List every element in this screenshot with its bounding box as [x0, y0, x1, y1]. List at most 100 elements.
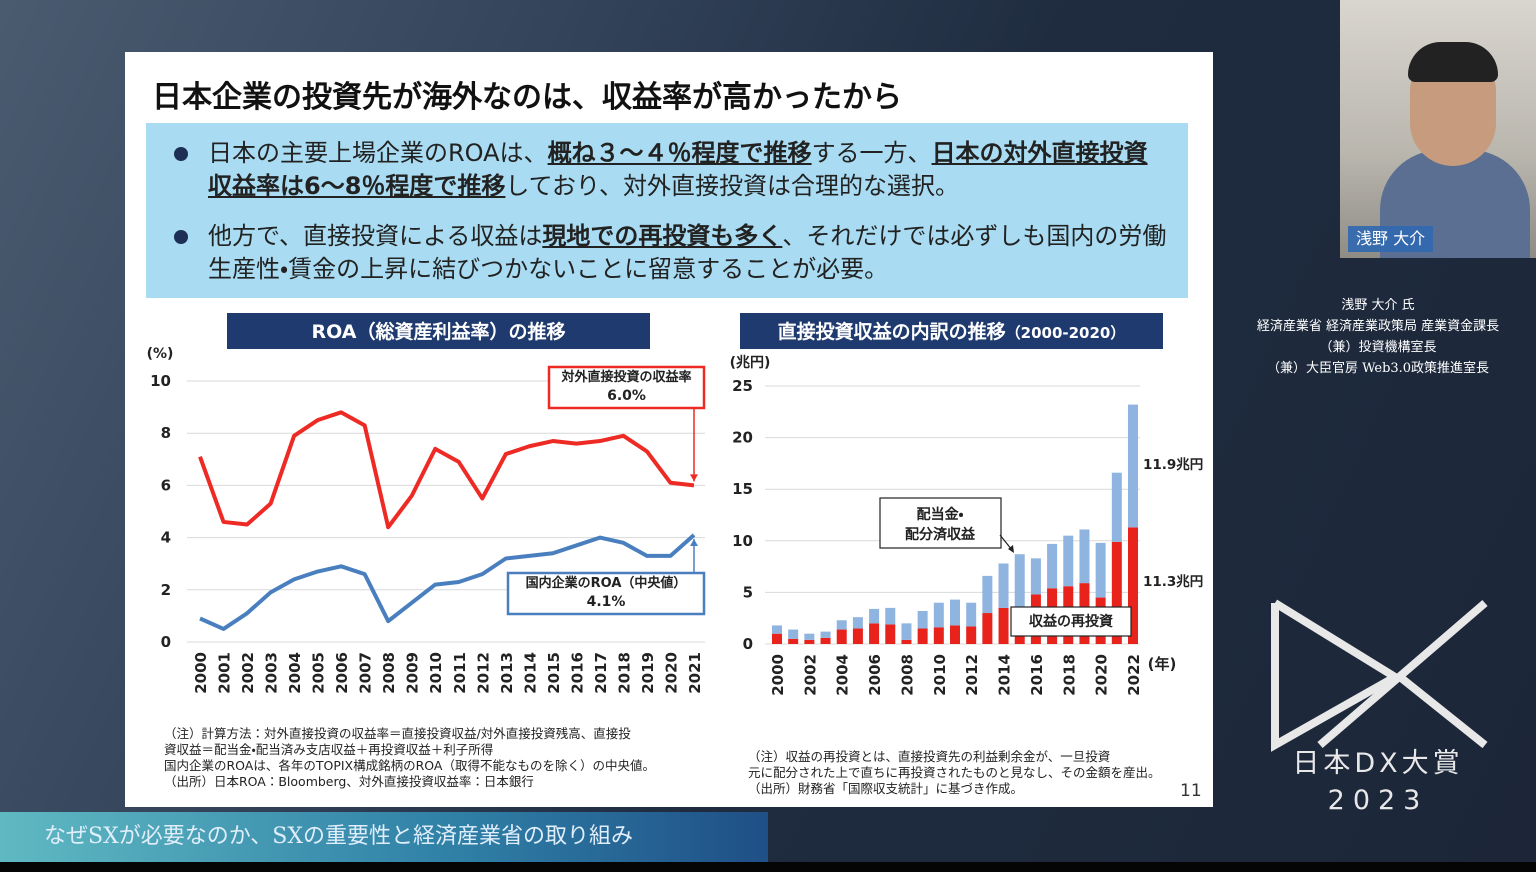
- bar: [1079, 529, 1090, 584]
- bar: [1030, 558, 1041, 595]
- annotation: 11.9兆円: [1143, 457, 1203, 473]
- legend-box: [547, 365, 706, 410]
- logo-x: [1397, 673, 1488, 749]
- x-tick-label: 2000: [769, 654, 787, 696]
- x-tick-label: 2004: [286, 652, 304, 694]
- note-line: 元に配分された上で直ちに再投資されたものと見なし、その金額を産出。: [748, 765, 1161, 780]
- bar: [788, 638, 799, 644]
- note-line: 国内企業のROAは、各年のTOPIX構成銘柄のROA（取得不能なものを除く）の中…: [164, 758, 655, 773]
- x-tick-label: 2011: [451, 652, 469, 694]
- x-tick-label: 2007: [357, 652, 375, 694]
- y-tick-label: 6: [161, 476, 171, 494]
- bar: [1095, 542, 1106, 598]
- legend-box: [879, 497, 1002, 549]
- x-tick-label: 2001: [216, 652, 234, 694]
- bar: [804, 639, 815, 644]
- legend-label: 対外直接投資の収益率: [560, 369, 691, 385]
- chart-title: 直接投資収益の内訳の推移（2000-2020）: [778, 320, 1126, 343]
- x-tick-label: 2010: [931, 654, 949, 696]
- x-tick-label: 2016: [1028, 654, 1046, 696]
- speaker-video: 浅野 大介: [1340, 0, 1536, 258]
- bar: [869, 608, 880, 624]
- legend-box: [1010, 606, 1132, 637]
- x-tick-label: 2012: [963, 654, 981, 696]
- note-line: （出所）日本ROA：Bloomberg、対外直接投資収益率：日本銀行: [164, 774, 534, 789]
- legend-label: 収益の再投資: [1029, 613, 1113, 630]
- y-tick-label: 2: [161, 581, 171, 599]
- bullet-text: しており、対外直接投資は合理的な選択。: [505, 172, 960, 200]
- note-line: （注）収益の再投資とは、直接投資先の利益剰余金が、一旦投資: [748, 749, 1111, 764]
- bar: [950, 625, 960, 644]
- bar: [885, 624, 896, 644]
- bar: [885, 607, 896, 625]
- x-axis-label: (年): [1148, 655, 1177, 673]
- bullet: 他方で、直接投資による収益は現地での再投資も多く、それだけでは必ずしも国内の労働…: [174, 220, 1168, 286]
- bar: [1111, 541, 1122, 644]
- x-tick-label: 2020: [662, 652, 680, 694]
- annotation: 6.0%: [607, 388, 646, 404]
- x-tick-label: 2014: [521, 652, 539, 694]
- logo-name: 日本DX大賞: [1292, 748, 1463, 779]
- page-number: 11: [1180, 781, 1202, 801]
- x-tick-label: 2014: [996, 654, 1014, 696]
- x-tick-label: 2009: [404, 652, 422, 694]
- annotation: 11.3兆円: [1143, 574, 1203, 590]
- x-tick-label: 2003: [263, 652, 281, 694]
- bar: [772, 625, 782, 634]
- x-tick-label: 2017: [592, 652, 610, 694]
- x-tick-label: 2000: [192, 652, 210, 694]
- text-line: 配当金・: [917, 506, 964, 523]
- bar: [1128, 527, 1138, 644]
- bar: [820, 631, 831, 638]
- x-tick-label: 2008: [380, 652, 398, 694]
- x-tick-label: 2002: [239, 652, 257, 694]
- bar: [982, 613, 993, 644]
- arrow-head: [690, 538, 698, 546]
- caption: なぜSXが必要なのか、SXの重要性と経済産業省の取り組み: [0, 812, 768, 862]
- bullet-box: 日本の主要上場企業のROAは、概ね３～４％程度で推移する一方、日本の対外直接投資…: [146, 123, 1188, 298]
- x-tick-label: 2013: [498, 652, 516, 694]
- x-tick-label: 2010: [427, 652, 445, 694]
- y-tick-label: 10: [150, 372, 171, 390]
- arrow-head: [690, 474, 698, 482]
- x-tick-label: 2021: [686, 652, 704, 694]
- bullet-emphasis: 概ね３～４％程度で推移: [547, 139, 812, 167]
- bar: [901, 623, 912, 640]
- bullet-text: 日本の主要上場企業のROAは、: [208, 139, 548, 167]
- bar: [788, 629, 799, 639]
- y-tick-label: 20: [732, 429, 753, 447]
- line: [199, 533, 696, 631]
- bar: [869, 623, 880, 644]
- chart-title-text: 直接投資収益の内訳の推移: [778, 320, 1006, 343]
- bar: [852, 617, 863, 629]
- bar: [917, 610, 928, 629]
- x-tick-label: 2004: [834, 654, 852, 696]
- chart-title: ROA（総資産利益率）の推移: [312, 320, 566, 343]
- bottom-bar: [0, 862, 1536, 872]
- line: [198, 410, 695, 530]
- x-tick-label: 2015: [545, 652, 563, 694]
- y-tick-label: 0: [161, 633, 171, 651]
- bullet-emphasis: 現地での再投資も多く: [542, 222, 783, 250]
- bar: [966, 602, 977, 627]
- note-line: 資収益＝配当金・配当済み支店収益＋再投資収益＋利子所得: [164, 742, 494, 757]
- bullet-emphasis: 日本の対外直接投資収益率は6～8％程度で推移: [208, 139, 1148, 200]
- text-line: 配分済収益: [905, 526, 976, 543]
- y-tick-label: 5: [743, 583, 753, 601]
- x-tick-label: 2018: [1060, 654, 1078, 696]
- speaker-name: 浅野 大介 氏: [1341, 298, 1415, 313]
- x-tick-label: 2002: [801, 654, 819, 696]
- y-tick-label: 0: [743, 635, 753, 653]
- chart-title-text: ROA（総資産利益率）の推移: [312, 320, 566, 343]
- legend-label: 配当金・配分済収益: [905, 506, 976, 543]
- note-line: （出所）財務省「国際収支統計」に基づき作成。: [748, 781, 1024, 796]
- video-label: 浅野 大介: [1348, 226, 1434, 252]
- bullet-text: 、それだけでは必ずしも国内の労働生産性・賃金の上昇に結びつかないことに留意するこ…: [208, 222, 1167, 283]
- note-right: （注）収益の再投資とは、直接投資先の利益剰余金が、一旦投資 元に配分された上で直…: [748, 749, 1161, 797]
- chart-header: [227, 313, 650, 349]
- speaker-title: （兼）大臣官房 Web3.0政策推進室長: [1266, 361, 1490, 376]
- x-tick-label: 2019: [639, 652, 657, 694]
